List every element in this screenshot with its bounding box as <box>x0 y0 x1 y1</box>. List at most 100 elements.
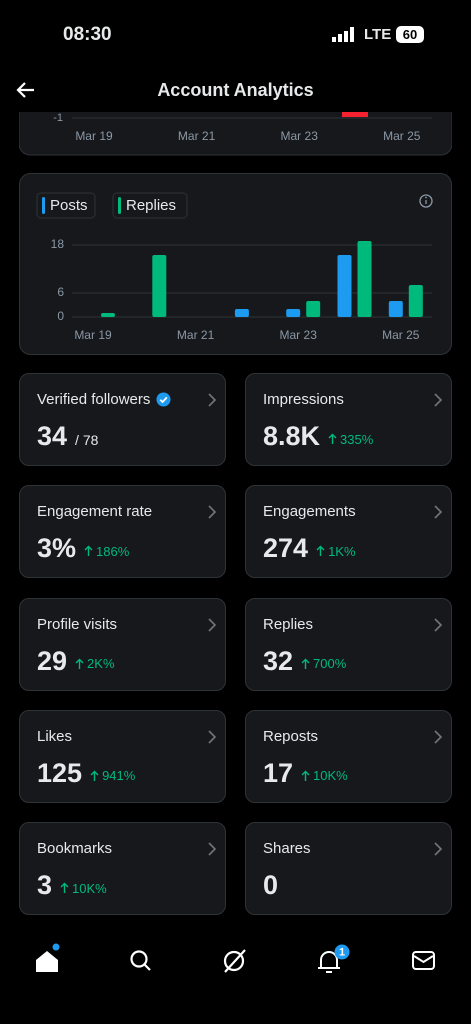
time: 08:30 <box>63 24 112 45</box>
metric-change-text: 10K% <box>72 880 107 896</box>
metric-label-text: Likes <box>37 727 73 745</box>
chevron <box>208 393 217 407</box>
x-tick-label: Mar 25 <box>383 129 421 143</box>
metric-value: 3 <box>37 870 53 901</box>
bar <box>101 313 115 317</box>
metric-card[interactable]: Engagements 274 1K% <box>245 485 452 579</box>
metric-value-row: 0 <box>263 870 278 901</box>
chevron <box>434 505 443 519</box>
metric-change: 941% <box>90 768 135 783</box>
metric-card[interactable]: Engagement rate 3% 186% <box>19 485 226 579</box>
legend-swatch <box>42 197 45 214</box>
metric-label: Reposts <box>263 728 318 745</box>
battery: 60 <box>396 26 424 43</box>
metric-value: 32 <box>263 645 294 676</box>
metric-change: 335% <box>328 432 373 447</box>
metric-label: Verified followers <box>37 391 171 408</box>
y-tick-label: 0 <box>57 309 64 323</box>
metric-change-text: 700% <box>313 656 347 672</box>
back-button[interactable] <box>14 79 38 101</box>
metric-label-text: Impressions <box>263 391 344 408</box>
notifications-tab[interactable] <box>318 944 350 973</box>
metric-card[interactable]: Replies 32 700% <box>245 597 452 691</box>
up-arrow <box>90 770 99 781</box>
metric-total: / 78 <box>75 432 99 448</box>
metric-label: Replies <box>263 616 313 633</box>
metric-label-text: Engagements <box>263 503 356 521</box>
x-tick-label: Mar 19 <box>75 129 113 143</box>
legend-label: Posts <box>50 197 88 214</box>
metric-label-text: Replies <box>263 615 314 633</box>
metric-value-row: 34 / 78 <box>37 421 98 452</box>
metric-label: Bookmarks <box>37 840 112 857</box>
chevron <box>208 730 217 744</box>
x-tick-label: Mar 21 <box>177 328 215 342</box>
home-tab[interactable] <box>36 943 60 973</box>
metric-card[interactable]: Bookmarks 3 10K% <box>19 822 226 916</box>
metric-change: 10K% <box>60 881 107 896</box>
partial-bar <box>342 112 368 117</box>
legend-label: Replies <box>126 197 176 214</box>
chevron <box>434 618 443 632</box>
chart-card: 0 6 18 Mar 19 Mar 21 Mar 23 Mar 25 Posts Replies <box>19 173 452 355</box>
y-tick-label: -1 <box>53 112 63 124</box>
verified-badge <box>156 392 171 407</box>
metric-card[interactable]: Profile visits 29 2K% <box>19 597 226 691</box>
metric-change-text: 1K% <box>328 543 356 559</box>
legend-box <box>36 192 96 219</box>
up-arrow <box>75 658 84 669</box>
metric-card[interactable]: Shares 0 <box>245 822 452 916</box>
bar <box>306 301 321 317</box>
metric-label: Impressions <box>263 391 344 408</box>
y-tick-label: 18 <box>51 237 65 251</box>
metric-label: Engagement rate <box>37 503 152 520</box>
chevron <box>434 730 443 744</box>
x-tick-label: Mar 25 <box>382 328 420 342</box>
metric-change: 186% <box>84 544 129 559</box>
metric-card[interactable]: Verified followers 34 / 78 <box>19 373 226 466</box>
metric-card[interactable]: Impressions 8.8K 335% <box>245 373 452 466</box>
metric-value: 29 <box>37 645 68 676</box>
bar <box>408 285 423 317</box>
metric-label: Likes <box>37 728 72 745</box>
metric-change-text: 335% <box>340 431 374 447</box>
metric-change: 2K% <box>75 656 115 671</box>
signal-icon <box>332 27 354 42</box>
metric-change-text: 941% <box>102 768 136 784</box>
metric-label-text: Profile visits <box>37 615 118 633</box>
metric-value: 34 <box>37 421 68 451</box>
chevron <box>434 393 443 407</box>
messages-tab[interactable] <box>412 951 435 970</box>
up-arrow <box>316 545 325 557</box>
metric-card[interactable]: Likes 125 941% <box>19 709 226 803</box>
up-arrow <box>84 545 93 557</box>
metric-value: 0 <box>263 870 279 901</box>
up-arrow <box>301 770 310 781</box>
chevron <box>434 842 443 856</box>
metric-value-row: 3 10K% <box>37 870 107 901</box>
up-arrow <box>328 433 337 444</box>
bar <box>388 301 403 317</box>
metric-value-row: 8.8K 335% <box>263 421 373 452</box>
metric-label-text: Reposts <box>263 727 319 745</box>
metric-value-row: 32 700% <box>263 646 346 677</box>
metric-card[interactable]: Reposts 17 10K% <box>245 709 452 803</box>
grok-tab[interactable] <box>223 949 246 973</box>
metric-value: 8.8K <box>263 421 321 451</box>
info-icon[interactable] <box>419 194 433 208</box>
metric-label: Profile visits <box>37 616 117 633</box>
metric-label-text: Engagement rate <box>37 503 153 521</box>
metric-change-text: 186% <box>96 543 130 559</box>
metric-value-row: 29 2K% <box>37 646 115 677</box>
x-tick-label: Mar 23 <box>281 129 319 143</box>
metric-value-row: 274 1K% <box>263 533 356 564</box>
legend-box <box>112 192 188 219</box>
metric-value: 3% <box>37 533 77 564</box>
metric-label: Engagements <box>263 503 356 520</box>
bottom-nav: 1 <box>36 943 435 973</box>
metric-label: Shares <box>263 840 311 857</box>
search-tab[interactable] <box>130 950 151 971</box>
metric-change: 700% <box>301 656 346 671</box>
metric-value: 17 <box>263 757 294 788</box>
